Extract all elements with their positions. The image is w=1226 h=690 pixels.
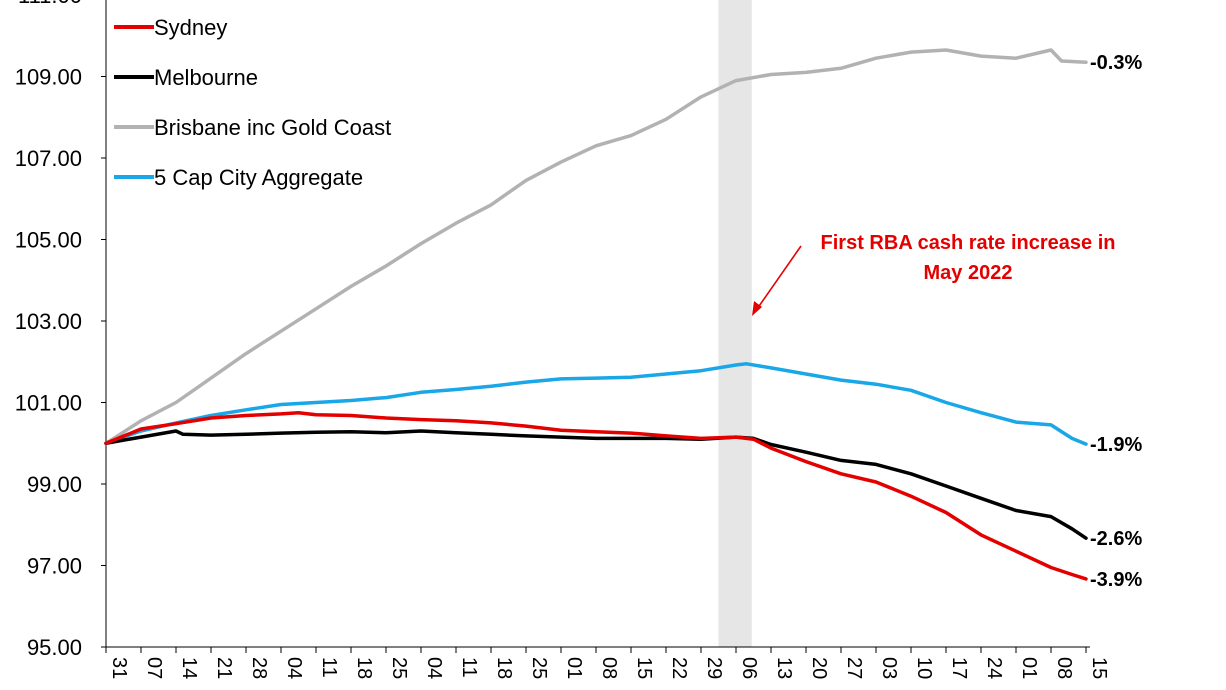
x-tick-label: 18: [353, 657, 375, 679]
x-tick-label: 29: [703, 657, 725, 679]
y-tick-label: 97.00: [27, 554, 82, 579]
x-tick-label: 25: [388, 657, 410, 679]
series-line-melbourne: [104, 429, 1088, 540]
y-tick-label: 101.00: [15, 391, 82, 416]
x-tick-label: 31: [108, 657, 130, 679]
x-tick-label: 08: [598, 657, 620, 679]
series-line-sydney: [104, 410, 1088, 581]
x-tick-label: 11: [318, 657, 340, 678]
x-tick-label: 17: [948, 657, 970, 679]
y-tick-label: 107.00: [15, 146, 82, 171]
legend-label: Brisbane inc Gold Coast: [154, 115, 391, 140]
series-line-brisbane-inc-gold-coast: [104, 48, 1088, 446]
x-tick-label: 07: [143, 657, 165, 679]
x-tick-label: 21: [213, 657, 235, 679]
y-tick-label: 95.00: [27, 635, 82, 660]
x-tick-label: 03: [878, 657, 900, 679]
x-tick-label: 22: [668, 657, 690, 679]
legend-label: 5 Cap City Aggregate: [154, 165, 363, 190]
x-tick-label: 13: [773, 657, 795, 679]
x-tick-label: 04: [423, 657, 445, 679]
x-tick-label: 15: [1088, 657, 1110, 679]
y-tick-label: 105.00: [15, 228, 82, 253]
x-tick-label: 11: [458, 657, 480, 678]
annotation-text: First RBA cash rate increase in: [821, 232, 1116, 254]
legend-label: Sydney: [154, 15, 227, 40]
x-tick-label: 04: [283, 657, 305, 679]
series-line-5-cap-city-aggregate: [104, 362, 1088, 446]
y-tick-label: 109.00: [15, 65, 82, 90]
x-tick-label: 06: [738, 657, 760, 679]
end-label: -3.9%: [1090, 569, 1142, 591]
y-tick-label: 111.00: [18, 0, 82, 8]
x-tick-label: 10: [913, 657, 935, 679]
x-tick-label: 08: [1053, 657, 1075, 679]
end-label: -1.9%: [1090, 434, 1142, 456]
y-tick-label: 99.00: [27, 472, 82, 497]
x-tick-label: 01: [1018, 657, 1040, 679]
x-tick-label: 24: [983, 657, 1005, 679]
x-tick-label: 01: [563, 657, 585, 679]
x-tick-label: 27: [843, 657, 865, 679]
x-tick-label: 20: [808, 657, 830, 679]
annotation-arrow-line: [756, 245, 802, 310]
y-tick-label: 103.00: [15, 309, 82, 334]
shaded-period: [718, 0, 752, 647]
x-tick-label: 15: [633, 657, 655, 679]
annotation-text: May 2022: [924, 262, 1013, 284]
annotation-arrow-head: [752, 301, 762, 316]
end-label: -0.3%: [1090, 52, 1142, 74]
x-tick-label: 18: [493, 657, 515, 679]
x-tick-label: 28: [248, 657, 270, 679]
x-tick-label: 25: [528, 657, 550, 679]
legend-label: Melbourne: [154, 65, 258, 90]
end-label: -2.6%: [1090, 528, 1142, 550]
x-tick-label: 14: [178, 657, 200, 679]
